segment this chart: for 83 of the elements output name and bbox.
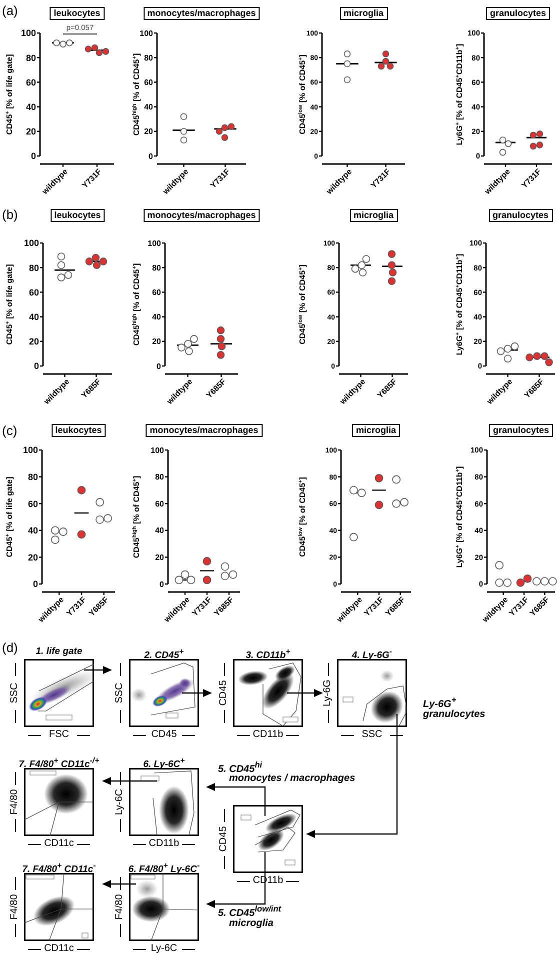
text: (d) (2, 640, 18, 655)
text: 5. CD45$^{hi}$ (218, 760, 262, 776)
text: (b) (2, 207, 18, 222)
text: CD11b (148, 838, 180, 849)
chart-title: monocytes/macrophages (150, 425, 258, 435)
text: Ly-6G$^{+}$ (423, 695, 456, 710)
y-tick-label: 60 (155, 499, 165, 508)
text: 6. F4/80$^{+}$ Ly-6C$^{-}$ (128, 861, 200, 876)
text: 1. life gate (36, 646, 82, 657)
text: F4/80 (9, 894, 20, 920)
y-tick-label: 20 (26, 126, 36, 137)
y-tick-label: 40 (28, 526, 38, 536)
text: granulocytes (423, 709, 486, 720)
text: Ly-6G (322, 680, 333, 706)
text: FSC (49, 729, 69, 740)
y-tick-label: 60 (152, 288, 162, 298)
text: CD45 (218, 826, 229, 852)
chart-title: monocytes/macrophages (147, 8, 256, 18)
chart-title: microglia (353, 210, 394, 220)
y-tick-label: 60 (144, 78, 154, 88)
chart-title: granulocytes (490, 8, 546, 18)
text: monocytes / macrophages (229, 773, 356, 784)
text: Ly-6C (150, 943, 178, 954)
y-tick-label: 100 (148, 238, 162, 248)
text: (a) (2, 3, 18, 18)
text: 3. CD11b$^{+}$ (246, 647, 290, 662)
text: 7. F4/80$^{+}$ CD11c$^{-/+}$ (18, 756, 100, 770)
y-tick-label: 80 (26, 52, 36, 63)
y-tick-label: 60 (28, 498, 38, 509)
text: SSC (114, 682, 125, 704)
text: 2. CD45$^{+}$ (144, 647, 184, 662)
y-tick-label: 80 (155, 472, 165, 482)
y-tick-label: 100 (20, 28, 36, 38)
y-tick-label: 100 (150, 446, 165, 455)
y-tick-label: 40 (26, 102, 36, 112)
y-tick-label: 20 (155, 553, 165, 562)
y-tick-label: 0 (148, 152, 154, 161)
y-tick-label: 40 (144, 102, 154, 112)
y-tick-label: 100 (22, 445, 38, 456)
text: SSC (362, 729, 382, 740)
y-tick-label: 80 (28, 262, 39, 273)
y-tick-label: 40 (155, 526, 165, 536)
y-tick-label: 0 (156, 362, 162, 371)
y-tick-label: 60 (26, 77, 36, 88)
text: CD45 (151, 729, 177, 740)
y-tick-label: 0 (34, 361, 39, 372)
chart-title: leukocytes (55, 425, 102, 435)
chart-title: granulocytes (492, 425, 550, 435)
y-tick-label: 40 (28, 312, 39, 322)
chart-title: granulocytes (492, 210, 549, 220)
y-tick-label: 0 (160, 580, 165, 589)
text: Ly-6C (114, 788, 125, 816)
chart-title: microglia (356, 425, 396, 435)
chart-title: monocytes/macrophages (147, 210, 256, 220)
text: microglia (229, 918, 274, 929)
chart-title: leukocytes (54, 210, 101, 220)
y-tick-label: 80 (28, 472, 38, 482)
text: F4/80 (114, 894, 125, 920)
y-tick-label: 0 (30, 151, 36, 162)
y-tick-label: 0 (32, 579, 38, 590)
text: CD11c (44, 943, 74, 954)
y-tick-label: 40 (152, 312, 162, 322)
text: (c) (2, 423, 18, 438)
chart-title: microglia (343, 8, 384, 18)
y-tick-label: 100 (140, 28, 154, 38)
text: CD11b (252, 729, 284, 740)
text: CD11c (44, 838, 74, 849)
y-tick-label: 80 (152, 263, 162, 272)
y-tick-label: 100 (24, 238, 39, 248)
text: SSC (9, 682, 20, 704)
text: 7. F4/80$^{+}$ CD11c$^{-}$ (22, 861, 96, 876)
y-tick-label: 80 (144, 53, 154, 62)
y-tick-label: 20 (28, 336, 39, 347)
y-tick-label: 20 (144, 127, 154, 136)
chart-title: leukocytes (54, 8, 100, 18)
y-tick-label: 20 (152, 337, 162, 346)
text: 6. Ly-6C$^{+}$ (143, 756, 185, 770)
text: CD45 (218, 680, 229, 706)
y-tick-label: 20 (28, 552, 38, 562)
text: 4. Ly-6G$^{-}$ (352, 647, 392, 662)
text: 5. CD45$^{low/int}$ (218, 904, 282, 920)
y-tick-label: 60 (28, 287, 39, 298)
text: F4/80 (9, 789, 20, 815)
